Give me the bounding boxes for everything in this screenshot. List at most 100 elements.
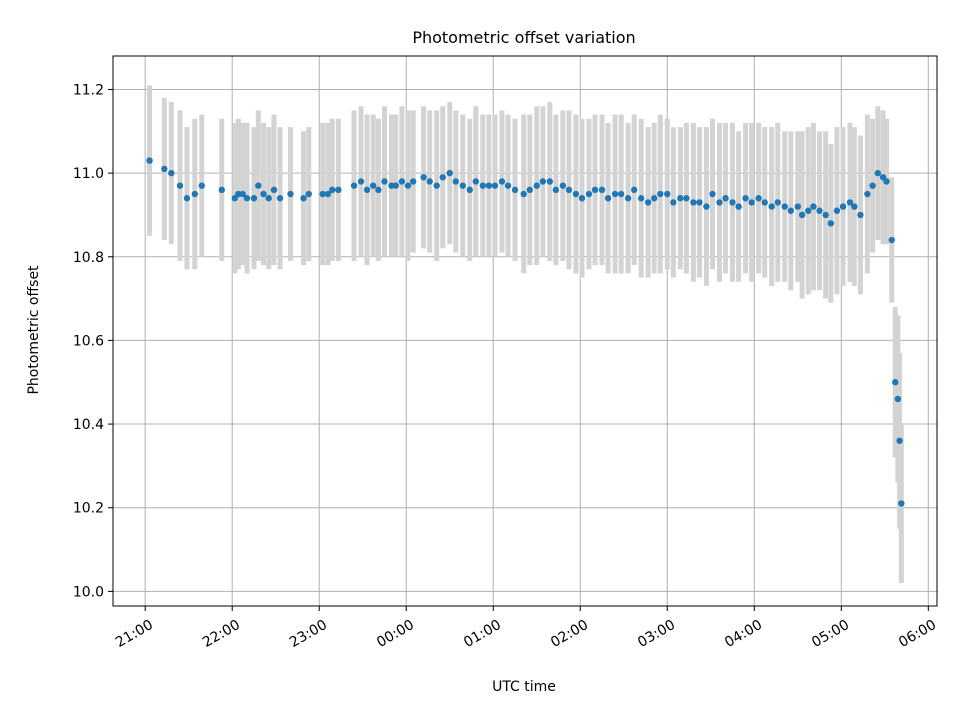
data-point	[191, 190, 198, 198]
data-point	[657, 190, 664, 198]
data-point	[546, 178, 553, 185]
data-point	[839, 203, 847, 210]
data-point	[565, 186, 573, 194]
data-point	[250, 195, 258, 202]
plot-frame	[112, 55, 938, 607]
data-point	[398, 178, 406, 185]
data-point	[426, 178, 433, 185]
data-point	[168, 169, 175, 177]
data-point	[624, 195, 632, 202]
data-point	[864, 190, 871, 198]
data-point	[735, 203, 742, 210]
data-point	[798, 211, 806, 219]
data-point	[816, 207, 823, 214]
data-point	[709, 190, 716, 198]
data-point	[857, 211, 864, 219]
data-point	[420, 174, 427, 181]
data-point	[630, 186, 638, 194]
data-point	[774, 199, 781, 206]
data-point	[381, 178, 388, 185]
data-point	[742, 195, 749, 202]
data-point	[670, 199, 677, 206]
data-point	[350, 182, 358, 189]
data-point	[664, 190, 671, 198]
data-point	[270, 186, 278, 194]
data-point	[651, 195, 658, 202]
data-point	[239, 190, 246, 198]
data-point	[183, 195, 191, 202]
data-point	[335, 186, 342, 194]
data-point	[898, 500, 905, 507]
data-point	[794, 203, 801, 210]
data-point	[255, 182, 262, 189]
y-tick-label: 10.8	[73, 250, 104, 266]
data-point	[526, 186, 533, 194]
data-point	[748, 199, 755, 206]
data-point	[696, 199, 703, 206]
data-point	[472, 178, 480, 185]
data-point	[357, 178, 365, 185]
y-tick-label: 11.2	[73, 82, 104, 98]
data-point	[491, 182, 499, 189]
data-point	[498, 178, 506, 185]
data-point	[511, 186, 519, 194]
data-point	[559, 182, 567, 189]
y-tick-label: 11.0	[73, 166, 104, 182]
data-point	[598, 186, 606, 194]
data-point	[404, 182, 412, 189]
data-point	[851, 203, 858, 210]
data-point	[319, 190, 326, 198]
y-tick-label: 10.0	[73, 584, 104, 600]
data-point	[827, 220, 835, 227]
data-point	[433, 182, 440, 189]
data-point	[846, 199, 854, 206]
data-point	[833, 207, 841, 214]
data-point	[466, 186, 473, 194]
data-point	[392, 182, 399, 189]
data-point	[644, 199, 652, 206]
data-point	[300, 195, 307, 202]
data-point	[504, 182, 512, 189]
data-point	[363, 186, 371, 194]
data-point	[690, 199, 697, 206]
data-point	[375, 186, 382, 194]
data-point	[810, 203, 817, 210]
data-point	[722, 195, 729, 202]
data-point	[703, 203, 710, 210]
y-tick-label: 10.2	[73, 501, 104, 517]
data-point	[591, 186, 599, 194]
data-point	[755, 195, 762, 202]
data-point	[533, 182, 540, 189]
data-point	[716, 199, 723, 206]
data-points	[146, 157, 905, 507]
data-point	[787, 207, 795, 214]
data-point	[260, 190, 267, 198]
data-point	[677, 195, 684, 202]
data-point	[892, 379, 899, 386]
y-axis-label: Photometric offset	[26, 265, 42, 395]
data-point	[539, 178, 547, 185]
data-point	[869, 182, 876, 189]
data-point	[243, 195, 251, 202]
data-point	[585, 190, 593, 198]
data-point	[305, 190, 312, 198]
data-point	[520, 190, 527, 198]
data-point	[805, 207, 812, 214]
data-point	[894, 395, 902, 403]
data-point	[822, 211, 829, 219]
data-point	[161, 165, 168, 173]
data-point	[883, 178, 890, 185]
data-point	[452, 178, 460, 185]
data-point	[637, 195, 645, 202]
data-point	[604, 195, 612, 202]
data-point	[611, 190, 619, 198]
data-point	[874, 169, 882, 177]
data-point	[552, 186, 560, 194]
data-point	[485, 182, 493, 189]
data-point	[572, 190, 580, 198]
data-point	[324, 190, 332, 198]
data-point	[459, 182, 466, 189]
data-point	[683, 195, 690, 202]
